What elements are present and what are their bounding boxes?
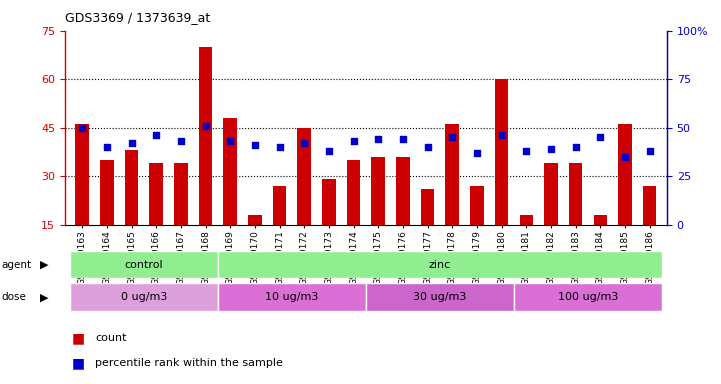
Point xyxy=(348,138,359,144)
Bar xyxy=(70,251,218,278)
Point xyxy=(595,134,606,141)
Bar xyxy=(514,283,662,311)
Point xyxy=(570,144,581,150)
Bar xyxy=(593,215,607,225)
Text: count: count xyxy=(95,333,127,343)
Bar xyxy=(273,186,286,225)
Point xyxy=(151,132,162,139)
Text: zinc: zinc xyxy=(429,260,451,270)
Bar xyxy=(495,79,508,225)
Point xyxy=(446,134,458,141)
Bar xyxy=(248,215,262,225)
Text: GDS3369 / 1373639_at: GDS3369 / 1373639_at xyxy=(65,12,210,25)
Bar xyxy=(371,157,385,225)
Point xyxy=(249,142,261,148)
Bar xyxy=(199,47,212,225)
Bar xyxy=(224,118,237,225)
Text: 10 ug/m3: 10 ug/m3 xyxy=(265,292,319,302)
Bar xyxy=(100,160,114,225)
Bar xyxy=(366,283,514,311)
Point xyxy=(619,154,631,160)
Bar xyxy=(470,186,484,225)
Bar xyxy=(174,163,187,225)
Point xyxy=(422,144,433,150)
Bar xyxy=(218,251,662,278)
Bar xyxy=(396,157,410,225)
Text: ■: ■ xyxy=(72,331,85,345)
Text: 30 ug/m3: 30 ug/m3 xyxy=(413,292,466,302)
Text: dose: dose xyxy=(1,292,27,302)
Bar xyxy=(322,179,336,225)
Text: percentile rank within the sample: percentile rank within the sample xyxy=(95,358,283,368)
Point xyxy=(274,144,286,150)
Point xyxy=(397,136,409,142)
Bar xyxy=(347,160,360,225)
Bar xyxy=(125,150,138,225)
Bar xyxy=(70,283,218,311)
Point xyxy=(298,140,310,146)
Point xyxy=(373,136,384,142)
Point xyxy=(125,140,137,146)
Point xyxy=(101,144,112,150)
Point xyxy=(644,148,655,154)
Text: agent: agent xyxy=(1,260,32,270)
Bar xyxy=(149,163,163,225)
Point xyxy=(496,132,508,139)
Bar xyxy=(643,186,656,225)
Point xyxy=(76,125,88,131)
Bar xyxy=(218,283,366,311)
Bar xyxy=(569,163,583,225)
Text: ■: ■ xyxy=(72,356,85,370)
Bar xyxy=(421,189,434,225)
Point xyxy=(323,148,335,154)
Point xyxy=(521,148,532,154)
Text: control: control xyxy=(125,260,163,270)
Point xyxy=(224,138,236,144)
Bar xyxy=(446,124,459,225)
Bar xyxy=(544,163,558,225)
Bar xyxy=(520,215,533,225)
Text: ▶: ▶ xyxy=(40,292,48,302)
Bar xyxy=(76,124,89,225)
Text: ▶: ▶ xyxy=(40,260,48,270)
Point xyxy=(471,150,482,156)
Point xyxy=(175,138,187,144)
Text: 100 ug/m3: 100 ug/m3 xyxy=(558,292,618,302)
Bar xyxy=(298,128,311,225)
Point xyxy=(200,122,211,129)
Text: 0 ug/m3: 0 ug/m3 xyxy=(120,292,167,302)
Point xyxy=(545,146,557,152)
Bar xyxy=(618,124,632,225)
